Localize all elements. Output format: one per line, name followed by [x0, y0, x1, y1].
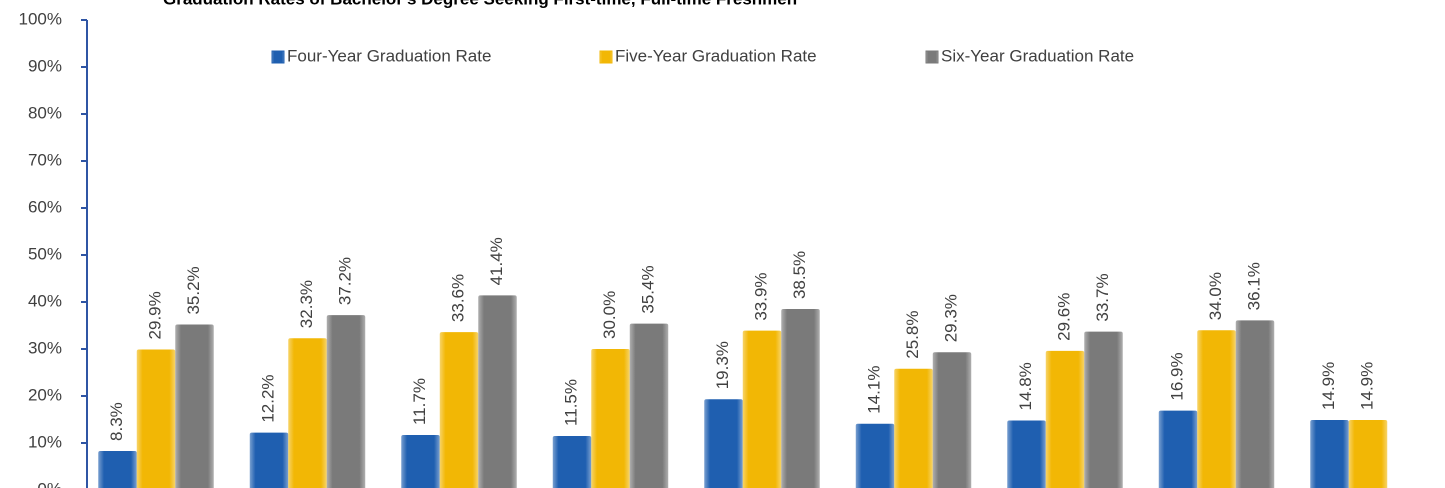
data-label: 36.1%: [1244, 262, 1263, 310]
data-label: 14.1%: [864, 366, 883, 414]
data-label: 32.3%: [297, 280, 316, 328]
data-label: 16.9%: [1167, 352, 1186, 400]
bar: [1158, 410, 1198, 488]
y-tick-label: 100%: [19, 9, 62, 28]
bar: [781, 309, 820, 488]
data-label: 14.8%: [1016, 362, 1035, 410]
data-label: 35.4%: [638, 265, 657, 313]
data-label: 12.2%: [258, 374, 277, 422]
legend-label: Six-Year Graduation Rate: [941, 46, 1134, 65]
y-tick-label: 90%: [28, 56, 62, 75]
data-label: 37.2%: [335, 257, 354, 305]
data-label: 14.9%: [1357, 362, 1376, 410]
data-label: 38.5%: [790, 251, 809, 299]
bar: [439, 332, 479, 488]
data-label: 19.3%: [713, 341, 732, 389]
chart-title: Graduation Rates of Bachelor's Degree Se…: [163, 0, 797, 8]
data-label: 29.3%: [941, 294, 960, 342]
data-label: 33.6%: [448, 274, 467, 322]
y-tick-label: 0%: [37, 479, 62, 488]
y-tick-label: 30%: [28, 338, 62, 357]
bar: [1197, 330, 1236, 488]
y-tick-label: 10%: [28, 432, 62, 451]
bar: [1007, 420, 1046, 488]
bar: [894, 368, 933, 488]
data-label: 11.5%: [561, 379, 580, 426]
y-tick-label: 50%: [28, 244, 62, 263]
bar: [742, 330, 782, 488]
bar: [552, 435, 592, 488]
data-label: 34.0%: [1206, 272, 1225, 320]
legend-label: Five-Year Graduation Rate: [615, 46, 817, 65]
bar: [401, 435, 440, 488]
bar: [326, 315, 366, 488]
bar: [629, 323, 669, 488]
y-tick-label: 40%: [28, 291, 62, 310]
data-label: 33.9%: [751, 272, 770, 320]
data-label: 25.8%: [903, 311, 922, 359]
bar: [1084, 331, 1123, 488]
legend-label: Four-Year Graduation Rate: [287, 46, 491, 65]
data-label: 14.9%: [1319, 362, 1338, 410]
bar: [932, 352, 972, 488]
legend-marker: [925, 50, 939, 64]
legend-marker: [599, 50, 613, 64]
bar: [98, 450, 137, 488]
data-label: 41.4%: [487, 237, 506, 285]
bar: [288, 338, 327, 488]
data-label: 29.9%: [145, 291, 164, 339]
bar: [136, 349, 176, 488]
data-label: 11.7%: [410, 378, 429, 425]
data-label: 33.7%: [1093, 273, 1112, 321]
data-label: 30.0%: [600, 291, 619, 339]
bar: [1310, 419, 1349, 488]
y-tick-label: 80%: [28, 103, 62, 122]
bar: [591, 349, 630, 488]
data-label: 35.2%: [184, 266, 203, 314]
legend-marker: [271, 50, 285, 64]
bar: [704, 399, 743, 488]
bar: [1235, 320, 1275, 488]
bar: [1045, 350, 1085, 488]
bar: [478, 295, 517, 488]
data-label: 29.6%: [1054, 293, 1073, 341]
bar: [1348, 419, 1388, 488]
y-tick-label: 60%: [28, 197, 62, 216]
data-label: 8.3%: [107, 402, 126, 441]
bar: [175, 324, 214, 488]
y-tick-label: 20%: [28, 385, 62, 404]
bar: [855, 423, 895, 488]
y-tick-label: 70%: [28, 150, 62, 169]
bar: [249, 432, 289, 488]
